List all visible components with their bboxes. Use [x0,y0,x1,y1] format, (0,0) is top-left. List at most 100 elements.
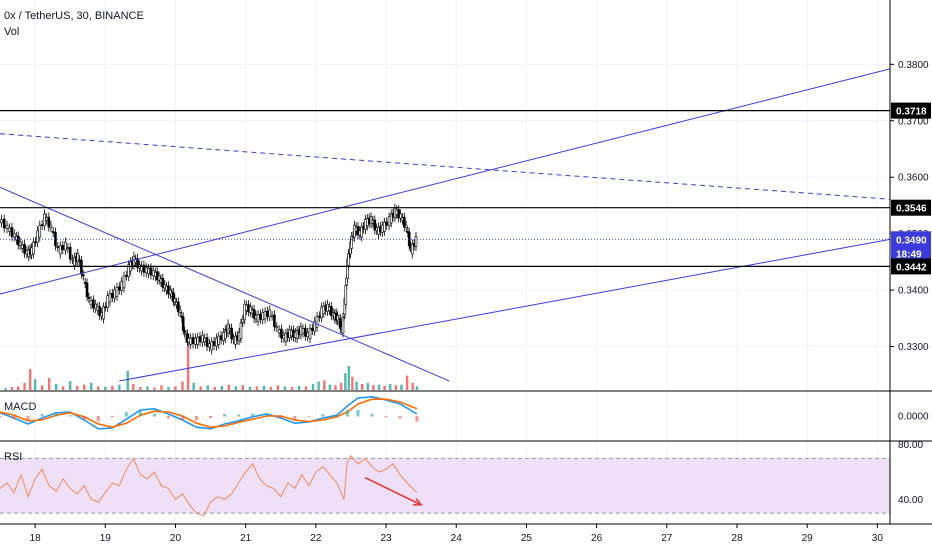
time-axis-label: 20 [170,533,182,544]
price-mark-horizontal-line [891,258,931,275]
price-axis-label: 0.3600 [898,173,929,184]
candle-body [241,318,245,323]
candle-body [189,337,192,345]
candle-body [178,309,182,313]
candle-body [414,236,418,247]
candle-body [259,313,262,320]
candle-body [243,303,247,321]
candle-body [280,328,283,339]
volume-bar [351,376,354,390]
candle-body [230,327,233,340]
candle-body [181,316,185,331]
candle-body [201,334,204,343]
price-mark-label: 18:49 [896,249,922,260]
candle-body [118,286,121,291]
volume-bar [213,387,216,390]
candle-body [125,275,128,277]
candle-body [106,295,110,308]
candle-body [183,330,186,333]
macd-histogram-bar [40,414,44,417]
candle-body [34,241,37,243]
candle-body [194,337,197,345]
candle-body [261,312,265,321]
volume-bar [328,384,332,390]
volume-bar [347,366,351,390]
macd-histogram-bar [251,413,255,417]
time-axis-label: 26 [591,533,603,544]
candle-body [38,224,42,238]
volume-bar [304,386,308,390]
candle-body [45,217,48,221]
trendline-rising-lower [119,238,891,382]
macd-histogram-bar [12,416,16,420]
candle-body [254,315,258,320]
volume-bar [139,387,142,390]
candle-body [5,224,9,229]
candle-body [196,336,199,345]
price-axis-label: 0.3400 [898,286,929,297]
volume-bar [118,384,121,390]
candle-body [140,265,143,272]
candle-body [16,235,20,246]
volume-bar [241,385,245,390]
volume-bar [276,385,280,390]
candle-body [66,247,70,250]
candle-body [320,306,324,319]
volume-bar [234,386,238,390]
macd-label: MACD [4,401,37,413]
volume-bar [411,382,414,390]
volume-bar [83,384,86,390]
rsi-axis-label: 40.00 [898,495,923,506]
candle-body [20,244,24,249]
volume-bar [383,385,386,390]
macd-histogram-bar [82,416,86,420]
volume-bar [415,386,419,390]
volume-bar [394,385,398,390]
volume-bar [146,386,149,390]
macd-histogram-bar [138,410,142,417]
macd-axis-label: 0.0000 [898,412,929,423]
volume-bar [17,386,20,390]
macd-histogram-bar [26,416,30,420]
candle-body [402,216,406,228]
volume-bar [104,387,107,390]
candle-body [208,343,211,348]
candle-body [12,233,16,238]
candle-body [151,270,155,276]
rsi-line [0,454,418,517]
candle-body [268,309,272,318]
trendline-rising-upper [0,68,891,295]
candle-body [282,334,286,339]
volume-bar [360,384,364,390]
volume-bar [90,382,93,390]
volume-bar [174,386,177,390]
candle-body [270,315,274,317]
macd-histogram-bar [335,414,339,417]
volume-bar [40,385,44,390]
candle-body [277,329,281,334]
candle-body [120,281,123,291]
candle-body [410,243,414,255]
candle-body [318,315,321,318]
candle-body [49,224,53,228]
candle-body [36,230,39,243]
macd-histogram-bar [321,414,325,417]
candle-body [176,301,180,313]
candle-body [85,282,89,297]
candle-body [389,213,393,224]
volume-bar [199,386,202,390]
candle-body [147,268,150,275]
candle-body [191,337,195,345]
volume-label: Vol [4,26,20,38]
rsi-label: RSI [4,451,23,463]
candle-body [149,267,153,276]
macd-histogram-bar [398,416,402,419]
time-axis-label: 18 [30,533,42,544]
volume-bar [153,387,156,390]
candle-body [263,311,267,320]
candle-body [341,317,345,334]
candle-body [142,264,146,273]
macd-histogram-bar [307,416,311,417]
